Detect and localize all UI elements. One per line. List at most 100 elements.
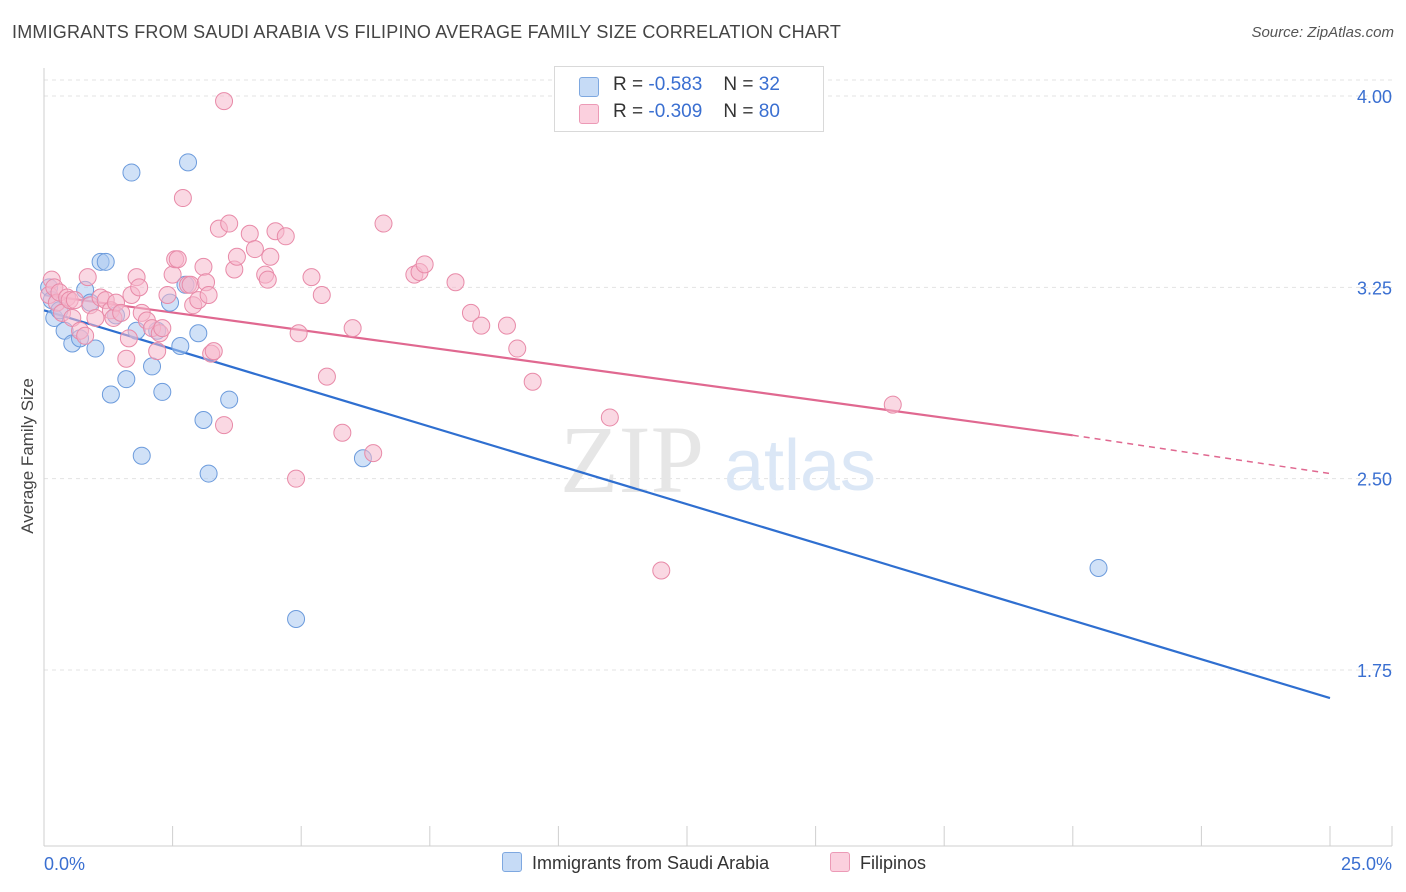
legend-r-value: -0.583 (648, 74, 703, 95)
saudi-point (171, 337, 190, 356)
series-swatch-filipinos (830, 852, 850, 872)
saudi-point (132, 446, 151, 465)
saudi-point (143, 357, 162, 376)
filipino-point (173, 189, 192, 208)
filipino-point (287, 469, 306, 488)
filipino-point (245, 240, 264, 259)
filipino-point (302, 268, 321, 287)
filipino-point (130, 278, 149, 297)
legend-n-value: 80 (758, 101, 780, 122)
filipino-point (227, 247, 246, 266)
y-tick-label: 4.00 (1357, 87, 1392, 107)
filipino-point (119, 329, 138, 348)
filipino-point (86, 308, 105, 327)
filipino-point (215, 416, 234, 435)
filipino-point (497, 316, 516, 335)
watermark-atlas: atlas (724, 426, 876, 506)
saudi-point (179, 153, 198, 172)
tick-labels: 1.75 2.50 3.25 4.00 0.0% 25.0% (44, 87, 1392, 874)
filipino-trend-line (43, 293, 1073, 437)
x-tick-label-min: 0.0% (44, 854, 85, 874)
saudi-point (101, 385, 120, 404)
y-tick-label: 1.75 (1357, 661, 1392, 681)
filipino-point (446, 273, 465, 292)
filipino-point (215, 92, 234, 111)
y-tick-label: 2.50 (1357, 470, 1392, 490)
filipino-point (194, 257, 213, 276)
saudi-point (199, 464, 218, 483)
filipino-point (117, 349, 136, 368)
filipino-point (199, 285, 218, 304)
saudi-point (96, 252, 115, 271)
legend-n-value: 32 (758, 74, 780, 95)
saudi-point (194, 410, 213, 429)
filipino-point (258, 270, 277, 289)
axes (43, 68, 1393, 847)
filipino-point (374, 214, 393, 233)
filipino-point (461, 303, 480, 322)
saudi-point (1089, 558, 1108, 577)
series-label-saudi: Immigrants from Saudi Arabia (532, 853, 770, 873)
filipino-point (204, 342, 223, 361)
legend-r-value: -0.309 (648, 101, 703, 122)
watermark: ZIP atlas (560, 406, 876, 513)
legend-swatch-filipinos (579, 104, 599, 124)
x-tick-label-max: 25.0% (1341, 854, 1392, 874)
saudi-point (220, 390, 239, 409)
series-label-filipinos: Filipinos (860, 853, 927, 873)
source-label: Source: ZipAtlas.com (1251, 24, 1394, 41)
saudi-point (287, 609, 306, 628)
filipino-point (312, 285, 331, 304)
filipino-point (158, 285, 177, 304)
legend-r-label: R = (613, 101, 644, 122)
filipino-point (148, 342, 167, 361)
grid-lines (44, 79, 1392, 671)
series-legend-saudi[interactable]: Immigrants from Saudi Arabia (502, 852, 769, 874)
filipino-point (508, 339, 527, 358)
filipino-point (472, 316, 491, 335)
filipino-point (181, 275, 200, 294)
filipino-point (523, 372, 542, 391)
saudi-trend-line (43, 309, 1331, 700)
filipino-point (289, 324, 308, 343)
y-axis-label: Average Family Size (18, 378, 37, 534)
saudi-point (122, 163, 141, 182)
series-legend-filipinos[interactable]: Filipinos (830, 852, 926, 874)
legend-swatch-saudi (579, 77, 599, 97)
saudi-point (189, 324, 208, 343)
filipino-point (168, 250, 187, 269)
filipino-point (415, 255, 434, 274)
filipino-point (65, 291, 84, 310)
filipino-point (276, 227, 295, 246)
data-points (40, 92, 1108, 628)
chart-title: IMMIGRANTS FROM SAUDI ARABIA VS FILIPINO… (12, 22, 842, 42)
saudi-point (117, 370, 136, 389)
legend-r-label: R = (613, 74, 644, 95)
watermark-zip: ZIP (560, 406, 704, 513)
filipino-point (78, 268, 97, 287)
filipino-point (333, 423, 352, 442)
legend-n-label: N = (723, 101, 754, 122)
filipino-point (240, 224, 259, 243)
filipino-point (343, 319, 362, 338)
filipino-point (112, 303, 131, 322)
legend-n-label: N = (723, 74, 754, 95)
filipino-point (883, 395, 902, 414)
filipino-point (153, 319, 172, 338)
filipino-point (163, 265, 182, 284)
filipino-point (317, 367, 336, 386)
filipino-point (600, 408, 619, 427)
filipino-point (261, 247, 280, 266)
y-tick-label: 3.25 (1357, 278, 1392, 298)
filipino-point (220, 214, 239, 233)
correlation-legend: R = -0.583 N = 32 R = -0.309 N = 80 (554, 66, 824, 132)
filipino-point (652, 561, 671, 580)
trend-lines (43, 293, 1331, 700)
filipino-trend-extension (1072, 434, 1331, 475)
saudi-point (153, 382, 172, 401)
filipino-point (76, 326, 95, 345)
series-swatch-saudi (502, 852, 522, 872)
filipino-point (364, 444, 383, 463)
saudi-point (86, 339, 105, 358)
